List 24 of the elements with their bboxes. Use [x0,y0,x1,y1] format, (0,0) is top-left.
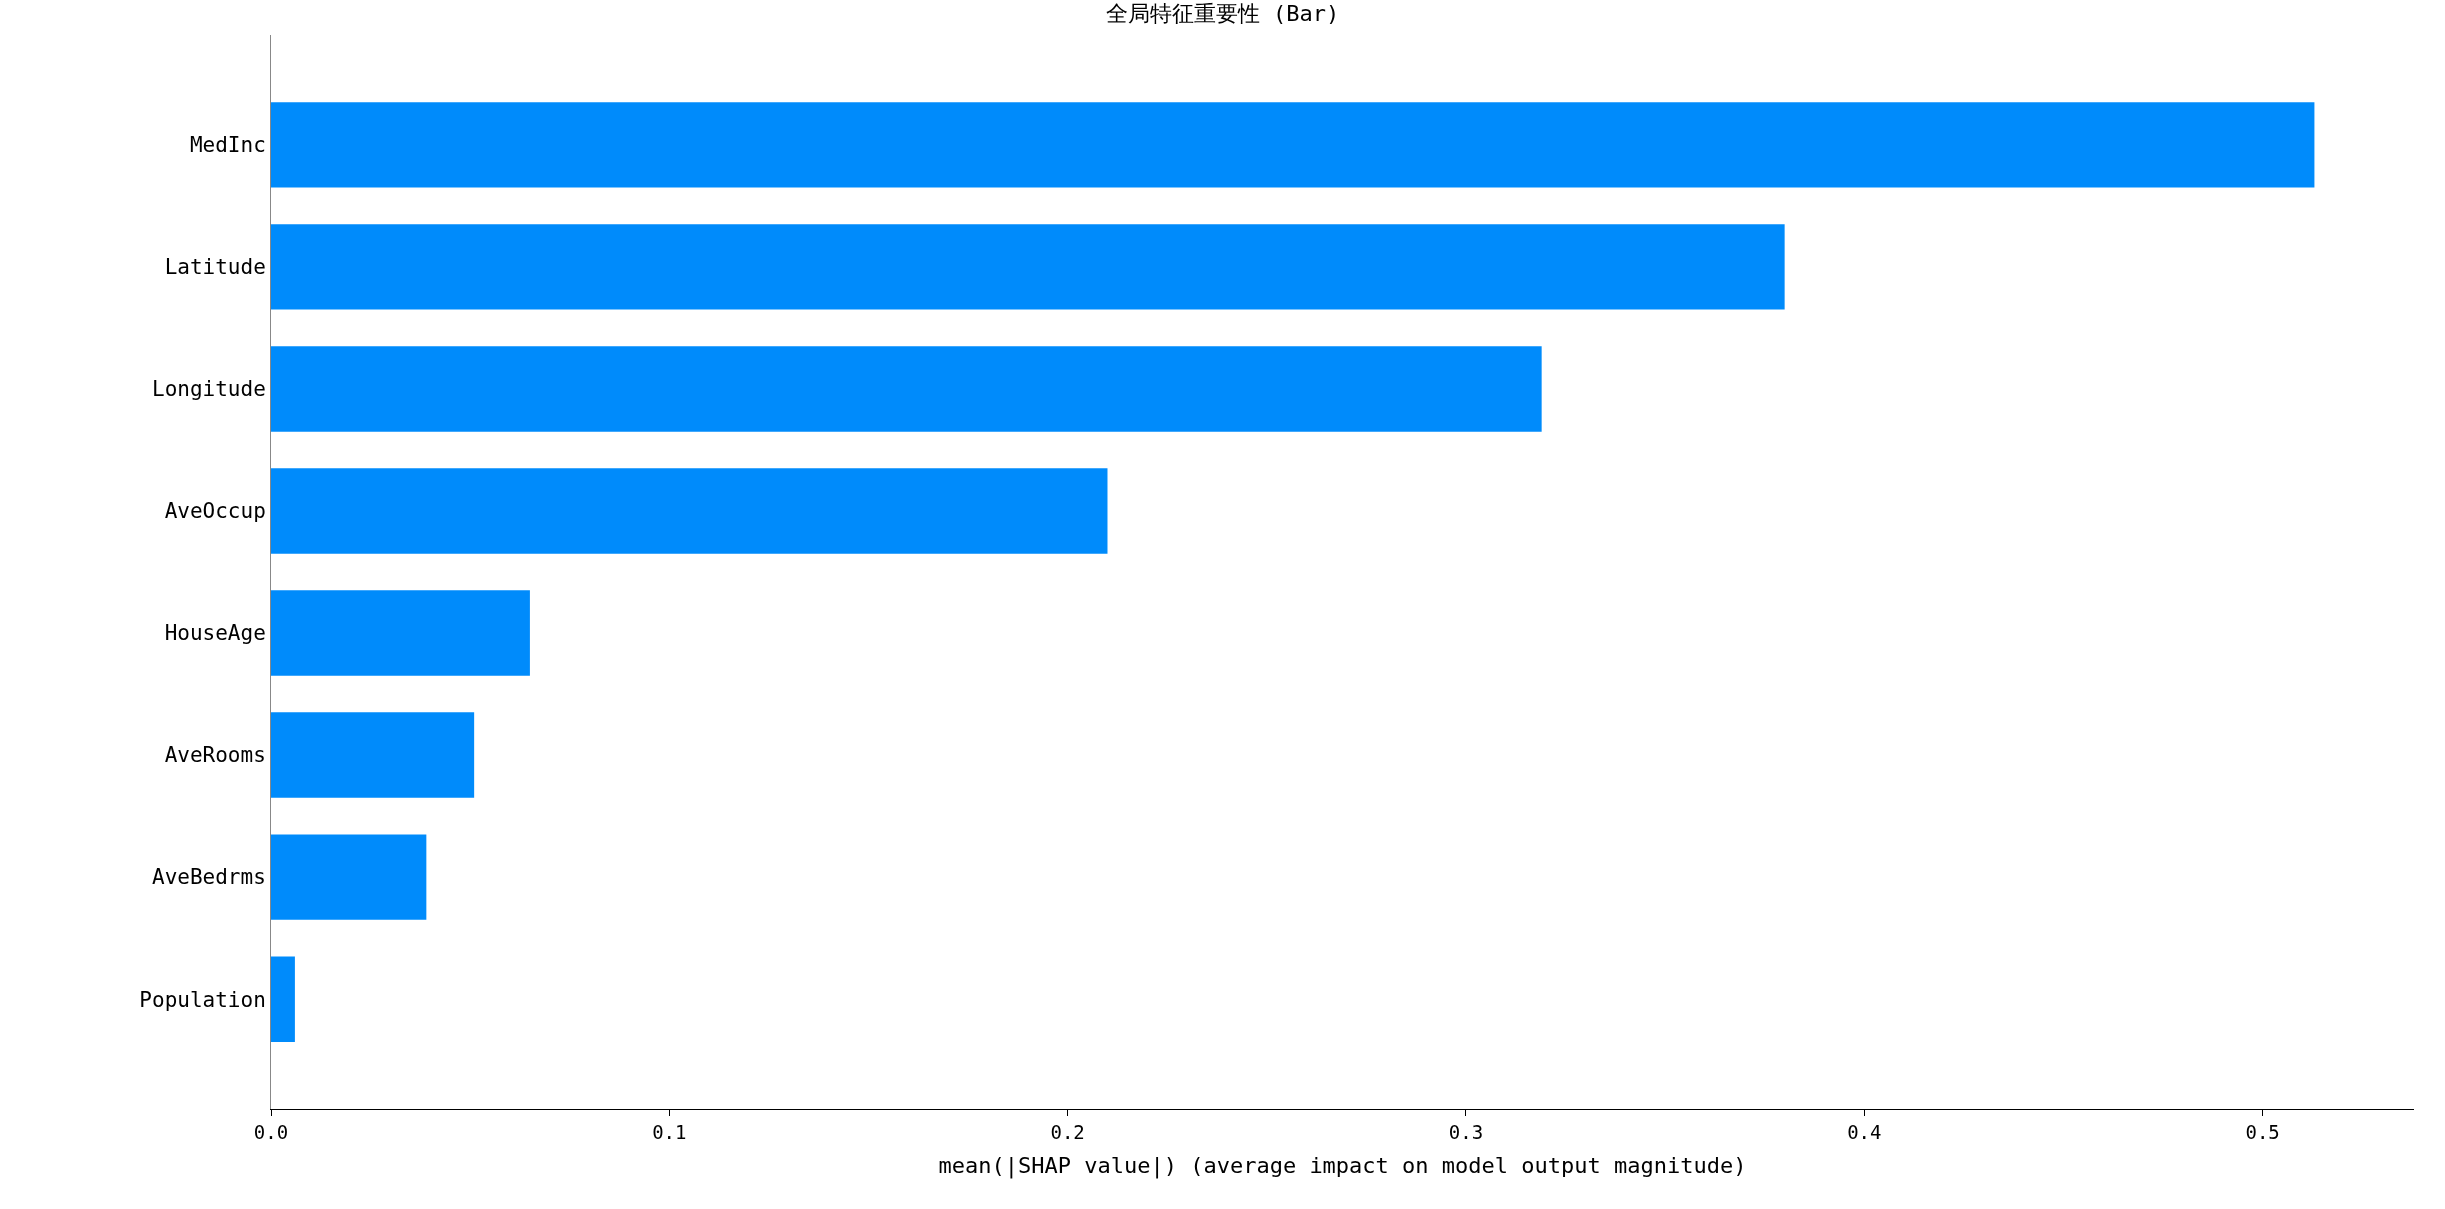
y-tick-label: AveOccup [164,499,266,524]
x-tick-label: 0.1 [652,1120,687,1143]
bar [271,102,2315,188]
bar [271,224,1785,310]
y-tick-label: AveRooms [164,743,266,768]
y-tick-label: AveBedrms [152,865,266,890]
x-tick-label: 0.3 [1448,1120,1484,1143]
y-tick-label: Population [139,987,266,1012]
x-tick-label: 0.2 [1050,1120,1085,1143]
chart-title: 全局特征重要性 (Bar) [1105,1,1340,27]
x-tick-label: 0.4 [1847,1120,1882,1143]
bar [271,590,530,676]
bar [271,956,295,1042]
x-tick-label: 0.5 [2245,1120,2280,1143]
bar [271,834,427,920]
y-tick-label: HouseAge [164,621,266,646]
bar [271,468,1108,554]
y-tick-label: MedInc [189,133,266,158]
y-tick-label: Latitude [164,255,266,280]
y-tick-label: Longitude [152,377,266,402]
bar [271,712,475,798]
x-tick-label: 0.0 [253,1120,289,1143]
bar [271,346,1542,432]
x-axis-title: mean(|SHAP value|) (average impact on model output magnitude) [938,1152,1747,1179]
